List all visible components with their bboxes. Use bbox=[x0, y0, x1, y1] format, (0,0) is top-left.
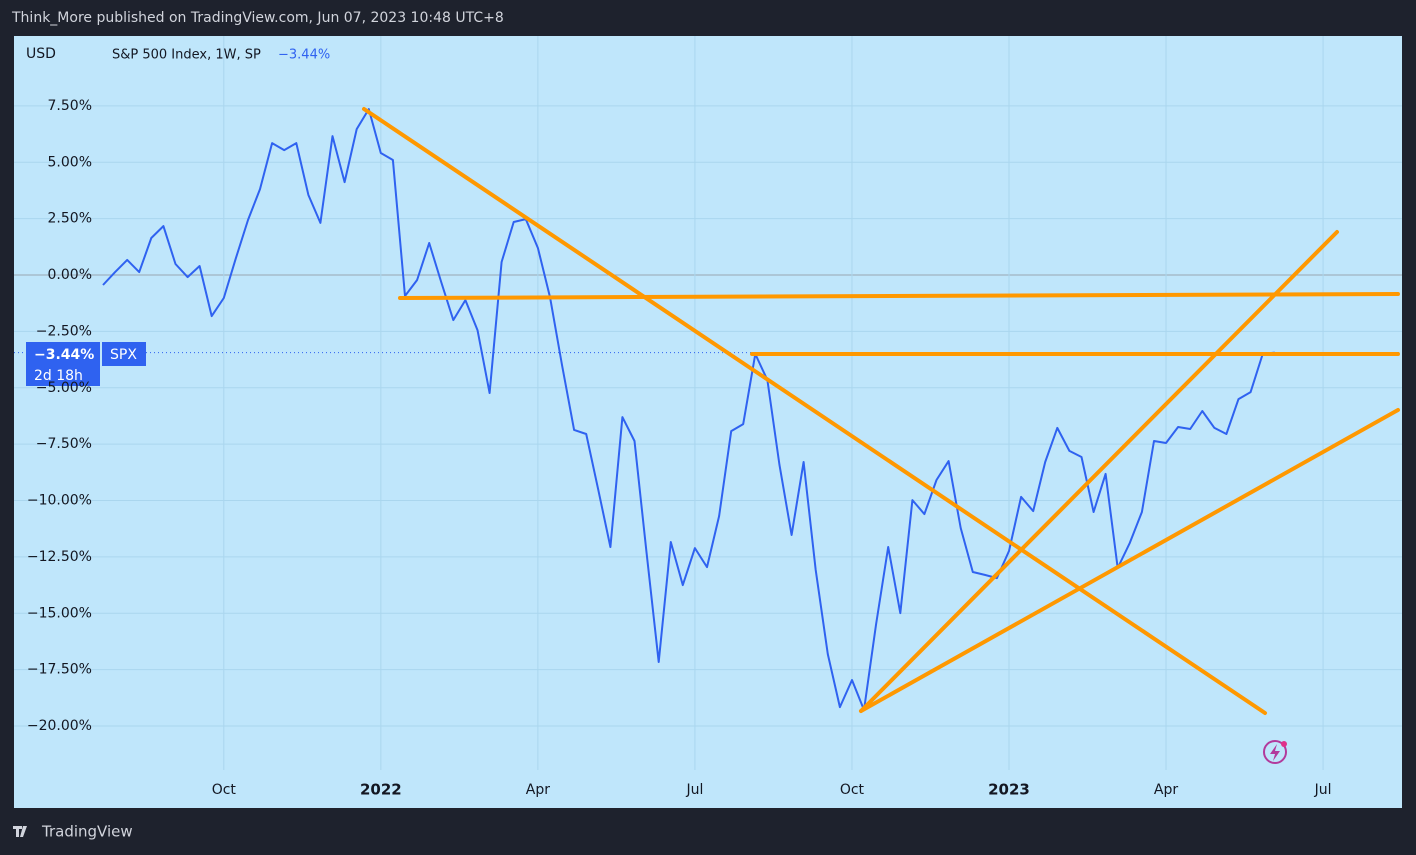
y-tick-label: −20.00% bbox=[27, 718, 92, 734]
y-tick-label: 7.50% bbox=[48, 98, 92, 114]
icon-dot bbox=[1281, 741, 1287, 747]
icon-bolt bbox=[1270, 744, 1280, 761]
y-tick-label: −12.50% bbox=[27, 549, 92, 565]
countdown-box bbox=[26, 366, 100, 386]
x-tick-label: Oct bbox=[840, 782, 865, 798]
y-tick-label: −10.00% bbox=[27, 493, 92, 509]
brand-logo: TradingView bbox=[13, 823, 133, 841]
y-tick-label: −7.50% bbox=[36, 436, 92, 452]
icon-ring bbox=[1263, 740, 1287, 764]
price-badge: −3.44% SPX 2d 18h bbox=[26, 342, 146, 386]
x-tick-label: Apr bbox=[1154, 782, 1178, 798]
x-tick-label: Jul bbox=[685, 782, 703, 798]
y-tick-label: −2.50% bbox=[36, 323, 92, 339]
price-line bbox=[102, 108, 1275, 711]
x-tick-label: 2022 bbox=[360, 781, 402, 799]
y-tick-label: −15.00% bbox=[27, 605, 92, 621]
price-label: −3.44% bbox=[34, 347, 94, 363]
y-tick-label: 5.00% bbox=[48, 154, 92, 170]
legend-title: S&P 500 Index, 1W, SP bbox=[112, 48, 261, 63]
price-box bbox=[26, 342, 100, 366]
y-tick-label: −5.00% bbox=[36, 380, 92, 396]
x-tick-label: Jul bbox=[1314, 782, 1332, 798]
y-tick-label: 0.00% bbox=[48, 267, 92, 283]
y-tick-label: 2.50% bbox=[48, 211, 92, 227]
symbol-label: SPX bbox=[110, 347, 137, 363]
trend-lines bbox=[362, 107, 1400, 715]
trend-line bbox=[859, 408, 1400, 713]
trend-line bbox=[859, 230, 1339, 713]
brand-label: TradingView bbox=[41, 823, 133, 841]
x-tick-label: 2023 bbox=[988, 781, 1030, 799]
trend-line bbox=[398, 292, 1400, 300]
logo-mark bbox=[13, 826, 27, 837]
x-tick-label: Apr bbox=[526, 782, 550, 798]
snapshot-icon[interactable] bbox=[1263, 740, 1287, 764]
publish-title: Think_More published on TradingView.com,… bbox=[11, 10, 504, 26]
symbol-box bbox=[102, 342, 146, 366]
legend-change: −3.44% bbox=[278, 48, 330, 63]
plot-background bbox=[14, 36, 1402, 808]
x-tick-label: Oct bbox=[212, 782, 237, 798]
y-tick-label: −17.50% bbox=[27, 662, 92, 678]
countdown-label: 2d 18h bbox=[34, 368, 83, 384]
trend-line bbox=[362, 107, 1267, 715]
currency-label: USD bbox=[26, 46, 56, 62]
